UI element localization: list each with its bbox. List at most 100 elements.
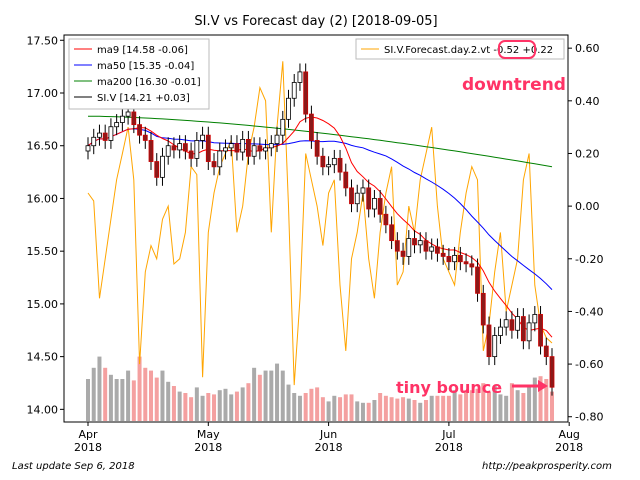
volume-bar bbox=[550, 391, 554, 421]
candle-body bbox=[131, 111, 137, 126]
volume-bar bbox=[492, 386, 497, 421]
volume-bar bbox=[160, 370, 165, 421]
candle-body bbox=[498, 326, 503, 336]
volume-bar bbox=[395, 398, 400, 421]
volume-bar bbox=[338, 397, 343, 421]
volume-bar bbox=[91, 367, 96, 421]
legend-left-label: ma50 [15.35 -0.04] bbox=[97, 61, 194, 72]
legend-right-box bbox=[355, 38, 565, 60]
volume-bar bbox=[441, 395, 446, 421]
candle-body bbox=[406, 238, 412, 257]
candle-body bbox=[326, 164, 331, 168]
x-axis-month-label: Jun bbox=[319, 428, 337, 441]
candle-body bbox=[520, 316, 526, 342]
candle-body bbox=[412, 238, 417, 246]
candle-body bbox=[137, 124, 142, 136]
volume-bar bbox=[240, 387, 245, 421]
volume-bar bbox=[263, 370, 268, 421]
candle-body bbox=[102, 132, 108, 141]
volume-bar bbox=[292, 393, 297, 421]
candle-body bbox=[457, 254, 463, 263]
legend-left-box bbox=[68, 38, 210, 110]
candle-body bbox=[200, 134, 205, 141]
x-axis-year-label: 2018 bbox=[74, 441, 102, 454]
volume-bar bbox=[481, 383, 486, 421]
volume-bar bbox=[223, 388, 228, 421]
candle-body bbox=[148, 140, 154, 162]
volume-bar bbox=[234, 391, 239, 421]
candle-body bbox=[160, 155, 165, 178]
right-axis-tick-label: -0.20 bbox=[575, 253, 603, 266]
volume-bar bbox=[149, 370, 154, 421]
volume-bar bbox=[114, 379, 119, 421]
volume-bar bbox=[315, 387, 320, 421]
volume-bar bbox=[538, 376, 543, 421]
candle-body bbox=[245, 138, 251, 157]
candle-body bbox=[360, 187, 366, 194]
candle-body bbox=[309, 113, 314, 141]
volume-bar bbox=[280, 370, 285, 421]
candle-body bbox=[446, 256, 452, 263]
left-axis-tick-label: 14.00 bbox=[27, 403, 59, 416]
volume-bar bbox=[389, 397, 394, 421]
volume-bar bbox=[429, 395, 434, 421]
candle-body bbox=[469, 263, 475, 268]
candle-body bbox=[114, 122, 120, 128]
right-axis-tick-label: 0.60 bbox=[575, 42, 600, 55]
volume-bar bbox=[355, 401, 360, 421]
volume-bar bbox=[120, 379, 125, 421]
candle-body bbox=[154, 161, 160, 178]
candle-body bbox=[108, 126, 114, 141]
volume-bar bbox=[189, 397, 194, 421]
volume-bar bbox=[527, 384, 532, 421]
left-axis-tick-label: 16.00 bbox=[27, 192, 59, 205]
candle-body bbox=[211, 161, 217, 168]
volume-bar bbox=[229, 394, 234, 421]
legend-left-label: SI.V [14.21 +0.03] bbox=[97, 93, 190, 104]
x-axis-month-label: Apr bbox=[78, 428, 98, 441]
annotation-downtrend: downtrend bbox=[462, 75, 566, 95]
right-axis-tick-label: -0.60 bbox=[575, 358, 603, 371]
candle-body bbox=[194, 140, 200, 159]
volume-bar bbox=[469, 390, 474, 421]
candle-body bbox=[475, 266, 480, 294]
volume-bar bbox=[200, 395, 205, 421]
x-axis-month-label: Jul bbox=[441, 428, 455, 441]
right-axis-tick-label: 0.00 bbox=[575, 200, 600, 213]
left-axis-tick-label: 16.50 bbox=[27, 140, 59, 153]
volume-bar bbox=[166, 381, 171, 421]
volume-bar bbox=[309, 388, 314, 421]
volume-bar bbox=[303, 393, 308, 421]
volume-bar bbox=[269, 370, 274, 421]
right-axis-tick-label: 0.40 bbox=[575, 95, 600, 108]
candle-body bbox=[343, 171, 349, 189]
candle-body bbox=[268, 143, 274, 149]
candle-body bbox=[532, 314, 538, 324]
volume-bar bbox=[212, 394, 217, 421]
volume-bar bbox=[171, 386, 176, 421]
volume-bar bbox=[401, 397, 406, 421]
candle-body bbox=[263, 147, 268, 152]
right-axis-tick-label: -0.40 bbox=[575, 305, 603, 318]
right-axis-tick-label: 0.20 bbox=[575, 147, 600, 160]
legend-left-label: ma9 [14.58 -0.06] bbox=[97, 45, 188, 56]
volume-bar bbox=[131, 380, 136, 421]
candle-body bbox=[297, 71, 303, 83]
candle-body bbox=[492, 335, 498, 358]
ma200-line bbox=[88, 115, 553, 168]
candle-body bbox=[223, 147, 228, 152]
candle-body bbox=[228, 143, 234, 149]
candle-body bbox=[320, 155, 326, 168]
candle-body bbox=[423, 240, 429, 252]
volume-bar bbox=[372, 400, 377, 421]
x-axis-year-label: 2018 bbox=[555, 441, 583, 454]
candle-body bbox=[182, 143, 188, 152]
volume-bar bbox=[486, 391, 491, 421]
footer-url[interactable]: http://peakprosperity.com bbox=[482, 461, 612, 472]
candle-body bbox=[337, 157, 343, 173]
x-axis-year-label: 2018 bbox=[435, 441, 463, 454]
volume-bar bbox=[515, 390, 520, 421]
volume-bar bbox=[332, 395, 337, 421]
candle-body bbox=[383, 213, 389, 226]
volume-bar bbox=[423, 400, 428, 421]
